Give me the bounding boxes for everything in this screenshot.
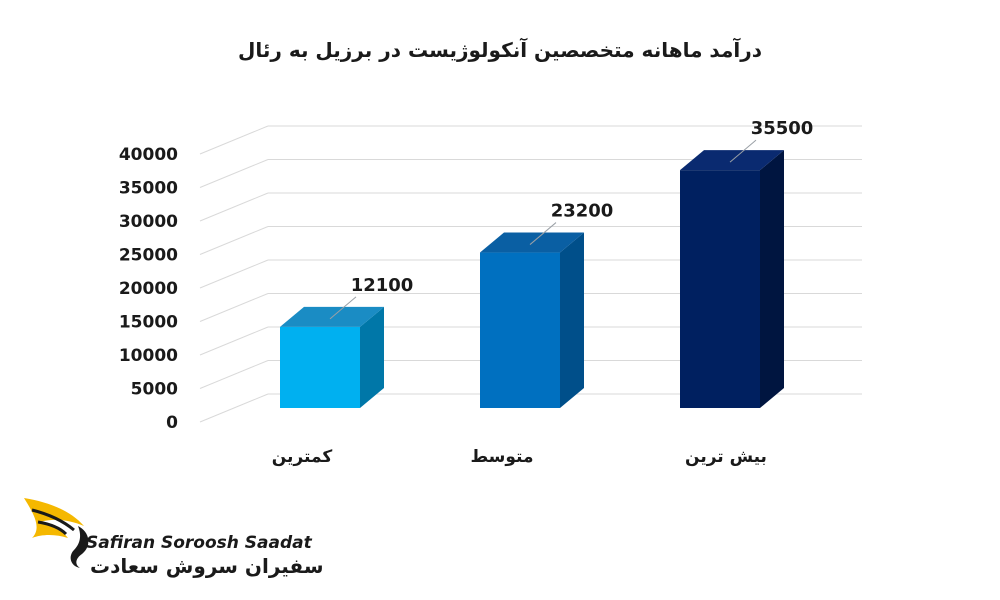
gridline-diagonal [199,125,269,155]
bar-side [360,306,384,408]
y-tick-label: 15000 [119,313,178,333]
y-tick-label: 35000 [119,179,178,199]
gridline-diagonal [199,326,269,356]
y-tick-label: 40000 [119,145,178,165]
x-tick-label: متوسط [470,447,533,467]
bar [280,326,360,408]
y-tick-label: 10000 [119,346,178,366]
gridline-diagonal [199,259,269,289]
gridline-diagonal [199,360,269,389]
data-label-leader [329,296,357,320]
y-tick-label: 5000 [131,380,178,400]
gridline-diagonal [199,293,269,322]
gridline-diagonal [199,393,269,423]
logo-text-persian: سفیران سروش سعادت [90,554,324,578]
data-label-leader [529,222,557,245]
x-tick-label: بیش ترین [685,447,767,467]
bar [680,170,760,408]
y-tick-label: 0 [166,413,178,433]
gridline-diagonal [199,192,269,222]
logo-text-english: Safiran Soroosh Saadat [86,533,312,553]
chart-title: درآمد ماهانه متخصصین آنکولوژیست در برزیل… [237,38,762,62]
company-logo [18,492,298,592]
gridline-diagonal [199,226,269,255]
y-tick-label: 20000 [119,279,178,299]
data-label: 35500 [751,118,814,139]
y-tick-label: 25000 [119,246,178,266]
data-label-leader [729,139,757,163]
bar [480,252,560,408]
bar-side [560,232,584,408]
x-tick-label: کمترین [272,447,333,467]
gridline-diagonal [199,159,269,188]
y-tick-label: 30000 [119,212,178,232]
bar-side [760,150,784,408]
data-label: 12100 [351,275,414,296]
data-label: 23200 [551,201,614,222]
eagle-wing-icon [24,498,89,568]
